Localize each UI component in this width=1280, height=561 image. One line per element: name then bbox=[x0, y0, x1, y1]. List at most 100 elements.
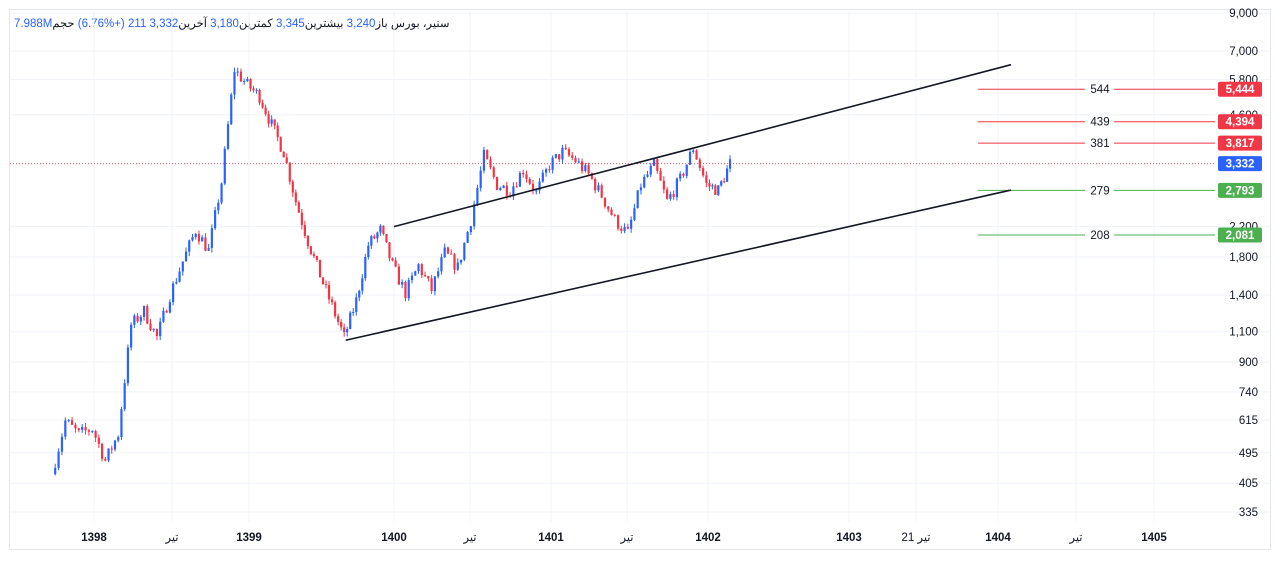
candle-body bbox=[725, 168, 729, 182]
candle-body bbox=[178, 271, 181, 282]
level-label: 381 bbox=[1090, 138, 1109, 150]
candle-body bbox=[321, 277, 325, 284]
candle-body bbox=[136, 315, 139, 322]
candle-body bbox=[486, 150, 489, 160]
candle-body bbox=[246, 78, 249, 82]
candle-body bbox=[427, 276, 430, 279]
candle-body bbox=[407, 280, 410, 299]
candle-body bbox=[717, 185, 720, 195]
candle-body bbox=[594, 178, 597, 191]
candle-body bbox=[682, 173, 685, 176]
candle-body bbox=[204, 237, 207, 251]
candle-body bbox=[361, 278, 364, 291]
candle-body bbox=[330, 299, 334, 303]
x-tick-label: 21 تیر bbox=[901, 532, 930, 544]
candle-body bbox=[110, 448, 113, 450]
candle-body bbox=[81, 427, 84, 430]
candle-body bbox=[130, 324, 133, 348]
candle-body bbox=[337, 316, 340, 322]
volume-label: حجم bbox=[52, 18, 75, 30]
candle-body bbox=[463, 242, 466, 260]
candle-body bbox=[538, 181, 541, 191]
candle-body bbox=[679, 173, 682, 179]
x-tick-label: تیر bbox=[164, 532, 178, 544]
candle-body bbox=[226, 124, 230, 149]
candle-body bbox=[548, 169, 551, 171]
x-tick-label: 1399 bbox=[236, 532, 262, 544]
candle-body bbox=[64, 420, 67, 437]
candle-body bbox=[414, 271, 417, 276]
candle-body bbox=[297, 202, 300, 213]
candle-body bbox=[476, 187, 479, 205]
candle-body bbox=[370, 236, 373, 246]
candle-body bbox=[318, 259, 322, 278]
candle-body bbox=[309, 246, 313, 255]
candle-body bbox=[159, 321, 162, 337]
price-tag bbox=[1218, 227, 1262, 243]
candle-body bbox=[349, 312, 352, 330]
candle-body bbox=[243, 81, 246, 83]
candle-body bbox=[394, 260, 397, 267]
candle-body bbox=[107, 448, 110, 461]
candle-body bbox=[567, 149, 571, 156]
candle-body bbox=[522, 172, 525, 175]
candle-body bbox=[695, 150, 698, 160]
candle-body bbox=[54, 467, 57, 475]
candle-body bbox=[60, 436, 64, 452]
candle-body bbox=[291, 181, 294, 193]
candle-body bbox=[77, 428, 80, 430]
candle-body bbox=[285, 157, 288, 163]
candle-body bbox=[656, 159, 659, 172]
open-label: باز bbox=[375, 18, 388, 30]
x-tick-label: 1401 bbox=[538, 532, 564, 544]
candle-body bbox=[276, 125, 279, 138]
candle-body bbox=[535, 190, 538, 192]
candle-body bbox=[714, 185, 717, 195]
y-tick-label: 7,000 bbox=[1229, 46, 1258, 58]
price-tag bbox=[1218, 114, 1262, 130]
candle-body bbox=[252, 88, 255, 91]
x-tick-label: 1402 bbox=[695, 532, 721, 544]
candle-body bbox=[515, 186, 518, 188]
candle-body bbox=[649, 165, 652, 175]
candle-body bbox=[288, 162, 291, 182]
candle-body bbox=[120, 409, 123, 438]
candle-body bbox=[541, 172, 544, 182]
price-tags: 5,444 4,394 3,817 2,793 2,081 3,332 bbox=[1218, 81, 1262, 243]
candle-body bbox=[675, 178, 679, 198]
candle-body bbox=[499, 188, 502, 190]
candle-body bbox=[126, 347, 130, 384]
candle-body bbox=[306, 235, 310, 247]
candle-body bbox=[57, 451, 60, 468]
candle-body bbox=[410, 275, 414, 281]
candle-body bbox=[701, 168, 705, 176]
levels: 544 439 381 279 208 bbox=[978, 84, 1215, 242]
candle-body bbox=[662, 180, 665, 190]
candle-body bbox=[303, 224, 306, 236]
trend-channel bbox=[345, 63, 1012, 342]
candle-body bbox=[652, 159, 656, 166]
candle-body bbox=[554, 154, 558, 158]
level-label: 208 bbox=[1090, 230, 1109, 242]
candle-body bbox=[685, 164, 688, 176]
candle-body bbox=[385, 233, 388, 243]
candle-body bbox=[94, 431, 97, 438]
candle-body bbox=[70, 420, 74, 425]
candle-body bbox=[267, 114, 270, 124]
candle-body bbox=[420, 264, 423, 276]
candle-body bbox=[443, 247, 446, 258]
candle-body bbox=[672, 194, 675, 198]
candle-body bbox=[315, 255, 319, 260]
candle-body bbox=[175, 281, 178, 284]
candle-body bbox=[525, 174, 528, 180]
candle-body bbox=[300, 212, 303, 225]
candle-body bbox=[397, 266, 401, 285]
candle-body bbox=[430, 278, 433, 292]
candle-body bbox=[312, 254, 316, 256]
ohlc-header: سنیر، بورس باز3,240 بیشترین3,345 کمترین3… bbox=[14, 16, 454, 30]
price-tag bbox=[1218, 81, 1262, 97]
candle-body bbox=[168, 302, 171, 313]
candle-body bbox=[184, 251, 188, 262]
close-value: 3,332 bbox=[149, 18, 179, 30]
